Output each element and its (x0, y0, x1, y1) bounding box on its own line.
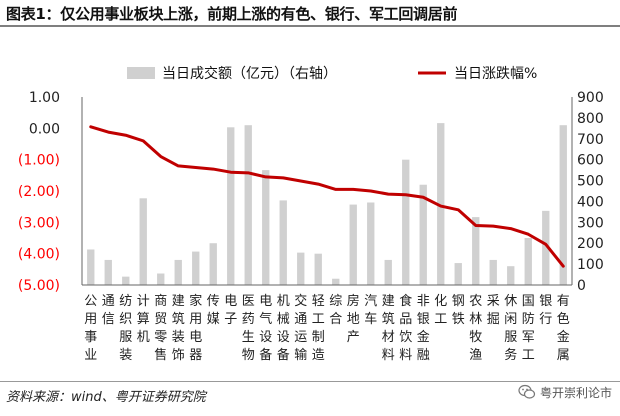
bar-15 (349, 204, 357, 285)
watermark: 粤开崇利论市 (518, 383, 612, 401)
legend: 当日成交额（亿元）（右轴） 当日涨跌幅% (127, 65, 537, 82)
bar-21 (454, 263, 462, 285)
right-tick-label: 100 (577, 257, 604, 273)
category-label-18: 食品饮料 (399, 293, 412, 363)
category-label-21: 钢铁 (452, 294, 465, 327)
category-label-10: 电气设备 (259, 294, 272, 363)
legend-bar-swatch (127, 67, 155, 79)
axes-group (81, 97, 573, 286)
right-tick-label: 700 (577, 132, 604, 148)
category-label-15: 房地产 (347, 293, 360, 345)
category-label-3: 计算机 (137, 294, 150, 345)
left-tick-label: (1.00) (18, 153, 60, 169)
left-tick-label: 0.00 (29, 121, 60, 137)
bar-17 (384, 259, 392, 285)
category-label-7: 传媒 (207, 294, 220, 327)
left-tick-label: (5.00) (18, 278, 60, 294)
category-label-13: 轻工制造 (312, 294, 325, 363)
source-note: 资料来源：wind、粤开证券研究院 (6, 390, 206, 405)
bar-16 (367, 202, 375, 285)
bar-4 (157, 273, 165, 285)
category-label-11: 机械设备 (277, 294, 290, 363)
right-axis-ticks: 900 800 700 600 500 400 300 200 100 0 (577, 90, 604, 294)
category-label-5: 建筑装饰 (172, 294, 185, 363)
bar-19 (419, 184, 427, 285)
bars-group (87, 123, 567, 285)
footer-divider (0, 381, 620, 382)
right-tick-label: 800 (577, 111, 604, 127)
category-label-4: 商贸零售 (154, 294, 167, 363)
category-label-9: 医药生物 (242, 294, 255, 363)
legend-line-label: 当日涨跌幅% (454, 66, 537, 82)
right-tick-label: 600 (577, 153, 604, 169)
right-tick-label: 300 (577, 215, 604, 231)
right-tick-label: 400 (577, 194, 604, 210)
combo-chart: 当日成交额（亿元）（右轴） 当日涨跌幅% 1.00 0.00 (1.00) (2.00… (18, 65, 604, 363)
wechat-icon (518, 384, 536, 399)
bar-6 (192, 251, 200, 285)
bar-0 (87, 249, 95, 285)
bar-5 (174, 259, 182, 285)
figure-title: 图表1：仅公用事业板块上涨，前期上涨的有色、银行、军工回调居前 (6, 5, 458, 23)
legend-bar-label: 当日成交额（亿元）（右轴） (162, 65, 337, 82)
bar-23 (489, 259, 497, 285)
category-label-26: 银行 (539, 294, 552, 327)
category-label-6: 家用电器 (189, 293, 202, 363)
left-tick-label: (3.00) (18, 215, 60, 231)
bar-24 (507, 266, 515, 285)
category-label-8: 电子 (224, 294, 237, 327)
line-group (89, 125, 565, 268)
bar-14 (332, 278, 340, 285)
category-labels: 公用事业通信纺织服装计算机商贸零售建筑装饰家用电器传媒电子医药生物电气设备机械设… (84, 293, 570, 363)
bar-10 (262, 170, 270, 285)
bar-12 (297, 252, 305, 285)
category-label-0: 公用事业 (84, 294, 97, 363)
category-label-17: 建筑材料 (382, 294, 395, 363)
category-label-1: 通信 (102, 294, 115, 327)
left-tick-label: (4.00) (18, 247, 60, 263)
bar-27 (559, 125, 567, 285)
right-tick-label: 900 (577, 90, 604, 106)
left-tick-label: 1.00 (29, 90, 60, 106)
bar-11 (279, 200, 287, 285)
category-label-16: 汽车 (364, 294, 377, 327)
category-label-24: 休闲服务 (504, 294, 517, 363)
bar-26 (542, 210, 550, 285)
watermark-text: 粤开崇利论市 (539, 385, 612, 400)
bar-13 (314, 253, 322, 285)
bar-3 (139, 198, 147, 285)
bar-2 (122, 276, 130, 285)
bar-8 (227, 127, 235, 285)
category-label-14: 综合 (329, 294, 342, 327)
right-tick-label: 500 (577, 174, 604, 190)
bar-18 (402, 159, 410, 285)
category-label-22: 农林牧渔 (469, 294, 482, 363)
bar-25 (524, 238, 532, 285)
bar-20 (437, 123, 445, 285)
category-label-25: 国防军工 (522, 294, 535, 363)
category-label-20: 化工 (434, 294, 447, 327)
category-label-19: 非银金融 (417, 294, 430, 363)
category-label-12: 交通运输 (294, 293, 307, 363)
right-tick-label: 200 (577, 236, 604, 252)
category-label-27: 有色金属 (557, 294, 570, 363)
title-divider (0, 25, 620, 27)
category-label-23: 采掘 (487, 294, 500, 327)
right-tick-label: 0 (577, 278, 586, 294)
bar-22 (472, 217, 480, 285)
bar-7 (209, 243, 217, 285)
left-tick-label: (2.00) (18, 184, 60, 200)
bar-9 (244, 125, 252, 285)
change-line (89, 125, 565, 268)
bar-1 (104, 259, 112, 285)
category-label-2: 纺织服装 (119, 294, 132, 363)
left-axis-ticks: 1.00 0.00 (1.00) (2.00) (3.00) (4.00) (5.00) (18, 90, 60, 294)
